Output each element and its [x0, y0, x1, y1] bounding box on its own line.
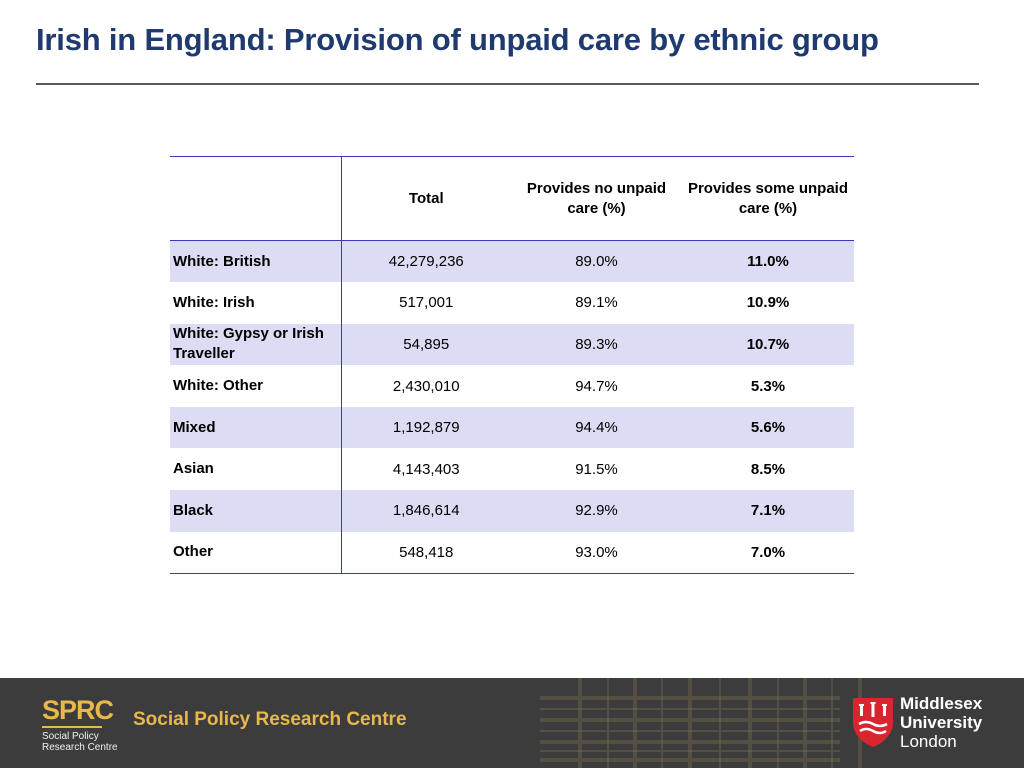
some-care-cell: 10.9% [746, 294, 790, 312]
university-line-1: Middlesex [900, 694, 983, 713]
group-cell: White: British [170, 240, 342, 283]
sprc-logo: SPRC Social Policy Research Centre [42, 696, 118, 753]
no-care-cell: 94.4% [575, 419, 618, 437]
table-row: Asian 4,143,403 91.5% 8.5% [170, 448, 854, 491]
table-row: Black 1,846,614 92.9% 7.1% [170, 490, 854, 532]
table-header-row: Total Provides no unpaid care (%) Provid… [170, 156, 854, 241]
some-care-cell: 5.3% [750, 377, 786, 395]
sprc-logo-rule [42, 726, 102, 728]
sprc-logo-caption-2: Research Centre [42, 742, 118, 753]
total-cell: 1,192,879 [392, 419, 460, 437]
no-care-cell: 89.3% [575, 335, 618, 353]
some-care-cell: 10.7% [746, 335, 790, 353]
some-care-cell: 5.6% [750, 419, 786, 437]
header-no-care: Provides no unpaid care (%) [511, 156, 682, 241]
centre-name: Social Policy Research Centre [133, 709, 407, 730]
some-care-cell: 7.1% [750, 502, 786, 520]
table-row: White: British 42,279,236 89.0% 11.0% [170, 240, 854, 283]
university-line-3: London [900, 732, 957, 751]
university-wordmark: Middlesex University London [900, 694, 982, 751]
table-row: Other 548,418 93.0% 7.0% [170, 531, 854, 574]
title-divider [36, 83, 979, 85]
group-cell: White: Other [170, 365, 342, 407]
no-care-cell: 91.5% [575, 460, 618, 478]
header-total: Total [341, 156, 511, 241]
group-cell: White: Irish [170, 282, 342, 324]
table-row: White: Other 2,430,010 94.7% 5.3% [170, 365, 854, 407]
some-care-cell: 7.0% [682, 531, 854, 574]
shield-icon [853, 698, 893, 747]
total-cell: 517,001 [399, 294, 454, 312]
group-cell: Mixed [170, 406, 342, 449]
table-row: White: Gypsy or Irish Traveller 54,895 8… [170, 323, 854, 366]
no-care-cell: 89.1% [575, 294, 618, 312]
no-care-cell: 94.7% [575, 377, 618, 395]
total-cell: 1,846,614 [392, 502, 460, 520]
university-line-2: University [900, 713, 983, 732]
some-care-cell: 11.0% [747, 253, 789, 271]
footer-bar: SPRC Social Policy Research Centre Socia… [0, 678, 1024, 768]
header-some-care: Provides some unpaid care (%) [682, 156, 854, 241]
group-cell: Black [170, 490, 342, 532]
total-cell: 54,895 [403, 335, 450, 353]
total-cell: 548,418 [341, 531, 511, 574]
total-cell: 42,279,236 [388, 253, 464, 271]
no-care-cell: 92.9% [575, 502, 618, 520]
sprc-logo-mark: SPRC [42, 695, 114, 725]
sprc-logo-caption-1: Social Policy [42, 731, 99, 742]
group-cell: White: Gypsy or Irish Traveller [170, 323, 342, 366]
table-row: White: Irish 517,001 89.1% 10.9% [170, 282, 854, 324]
table-row: Mixed 1,192,879 94.4% 5.6% [170, 406, 854, 449]
no-care-cell: 93.0% [511, 531, 682, 574]
total-cell: 2,430,010 [392, 377, 460, 395]
header-group [170, 156, 342, 241]
some-care-cell: 8.5% [750, 460, 786, 478]
decorative-grid [540, 678, 862, 768]
page-title: Irish in England: Provision of unpaid ca… [36, 22, 879, 57]
unpaid-care-table: Total Provides no unpaid care (%) Provid… [170, 156, 854, 574]
no-care-cell: 89.0% [575, 253, 618, 271]
group-cell: Other [170, 531, 342, 574]
total-cell: 4,143,403 [392, 460, 460, 478]
group-cell: Asian [170, 448, 342, 491]
